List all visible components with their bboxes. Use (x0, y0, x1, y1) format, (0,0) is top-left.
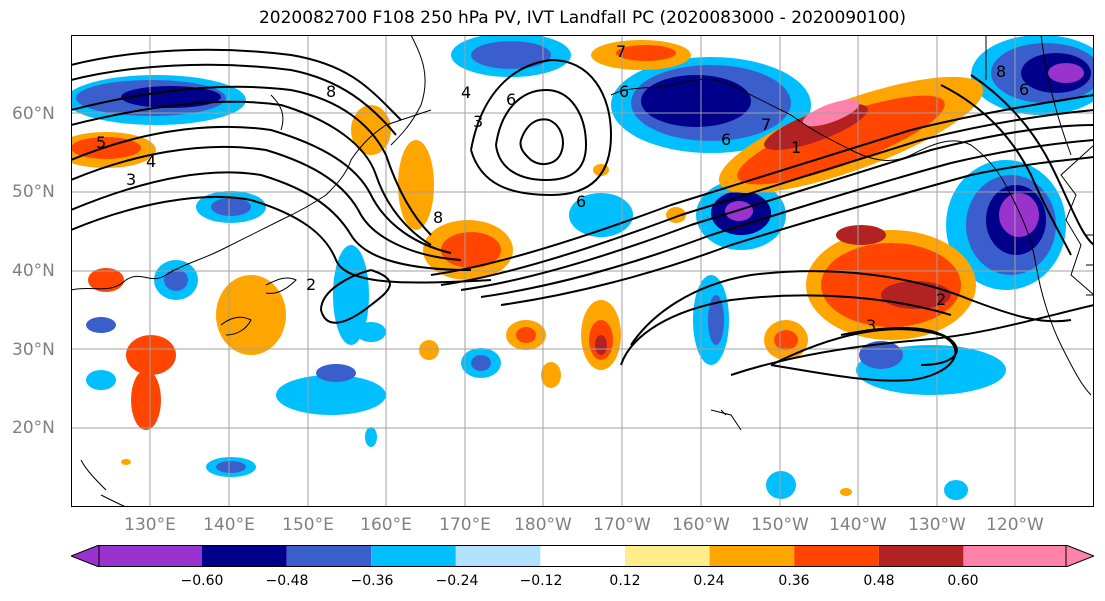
lon-label: 180°W (514, 515, 572, 535)
colorbar-tick: −0.36 (350, 573, 394, 589)
lon-label: 150°E (282, 515, 334, 535)
contour-label: 7 (616, 42, 626, 61)
colorbar-segment (709, 545, 795, 567)
lon-label: 130°W (908, 515, 966, 535)
contour-label: 2 (936, 290, 946, 309)
colorbar-tick: 0.24 (693, 573, 725, 589)
colorbar-segment (99, 545, 202, 567)
colorbar-segment (878, 545, 964, 567)
lon-label: 160°E (360, 515, 412, 535)
contour-label: 8 (433, 208, 443, 227)
lat-label-30n: 30°N (12, 340, 55, 360)
lon-label: 140°W (829, 515, 887, 535)
colorbar-segment (625, 545, 710, 567)
contour-label: 4 (146, 152, 156, 171)
contour-label: 6 (506, 90, 516, 109)
negative-anomaly-shading (71, 35, 1094, 500)
colorbar-tick: 0.48 (863, 573, 895, 589)
map-panel: 5 4 3 4 3 6 6 8 8 7 6 2 3 2 1 7 8 6 6 (71, 35, 1094, 507)
colorbar-tick: −0.60 (180, 573, 224, 589)
contour-label: 6 (721, 130, 731, 149)
lat-label-40n: 40°N (12, 261, 55, 281)
lat-label-20n: 20°N (12, 418, 55, 438)
contour-label: 6 (1019, 80, 1029, 99)
contour-label: 3 (866, 316, 876, 335)
contour-labels: 5 4 3 4 3 6 6 8 8 7 6 2 3 2 1 7 8 6 6 (96, 42, 1029, 335)
lat-label-60n: 60°N (12, 104, 55, 124)
colorbar (71, 545, 1094, 567)
lon-label: 130°E (124, 515, 176, 535)
colorbar-segment (455, 545, 541, 567)
colorbar-tick: 0.12 (609, 573, 641, 589)
lon-label: 140°E (203, 515, 255, 535)
contour-label: 7 (761, 115, 771, 134)
colorbar-tick: −0.12 (519, 573, 563, 589)
contour-label: 3 (126, 170, 136, 189)
colorbar-segment (540, 545, 625, 567)
colorbar-segment (371, 545, 456, 567)
contour-label: 2 (306, 275, 316, 294)
lat-lon-grid (71, 35, 1094, 507)
contour-label: 8 (996, 62, 1006, 81)
colorbar-segment (202, 545, 287, 567)
contour-label: 5 (96, 133, 106, 152)
lon-label: 160°W (672, 515, 730, 535)
colorbar-tick: 0.36 (778, 573, 810, 589)
black-contours (71, 48, 1094, 382)
contour-label: 6 (576, 192, 586, 211)
lon-label: 170°E (439, 515, 491, 535)
lon-label: 150°W (751, 515, 809, 535)
lon-label: 170°W (593, 515, 651, 535)
contour-label: 4 (461, 83, 471, 102)
contour-label: 3 (473, 112, 483, 131)
contour-label: 1 (791, 138, 801, 157)
figure-title: 2020082700 F108 250 hPa PV, IVT Landfall… (258, 8, 906, 28)
lat-label-50n: 50°N (12, 182, 55, 202)
colorbar-tick: −0.24 (435, 573, 479, 589)
colorbar-tick: −0.48 (265, 573, 309, 589)
lon-label: 120°W (986, 515, 1044, 535)
contour-label: 6 (619, 82, 629, 101)
colorbar-tick: 0.60 (947, 573, 979, 589)
colorbar-segment (794, 545, 879, 567)
colorbar-segment (963, 545, 1066, 567)
contour-label: 8 (326, 82, 336, 101)
map-frame (71, 35, 1094, 507)
map-canvas: 5 4 3 4 3 6 6 8 8 7 6 2 3 2 1 7 8 6 6 (71, 35, 1094, 507)
colorbar-segment (286, 545, 372, 567)
